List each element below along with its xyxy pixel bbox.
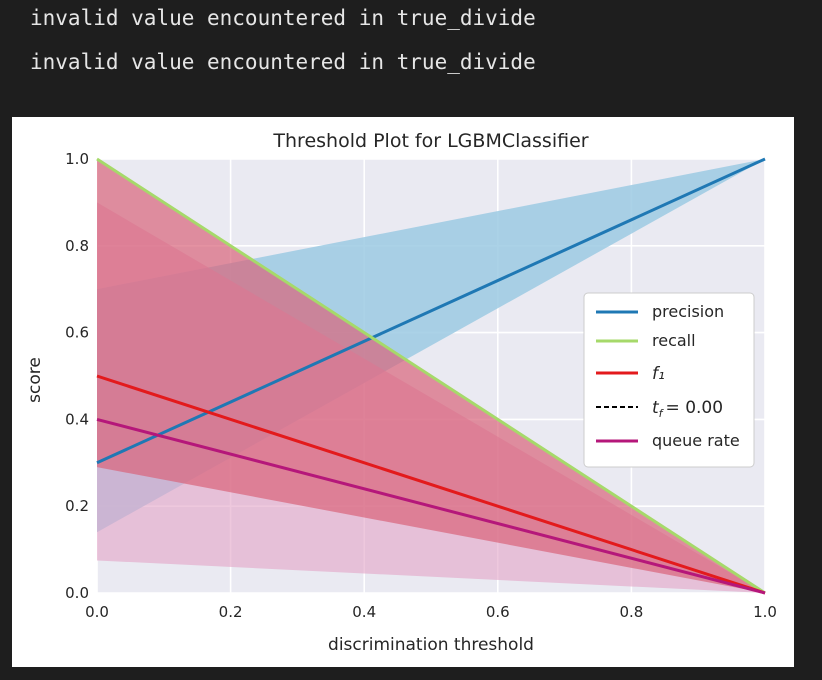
x-tick-label: 0.4 <box>352 603 376 621</box>
legend-label-precision: precision <box>652 302 724 321</box>
legend-label-f1: f₁ <box>652 364 665 384</box>
y-axis-label: score <box>25 357 45 403</box>
series-lines <box>96 157 766 595</box>
queue-rate-line <box>96 417 766 595</box>
x-tick-label: 0.2 <box>219 603 243 621</box>
threshold-subscript: f <box>659 407 665 420</box>
legend-label-queue-rate: queue rate <box>652 431 740 450</box>
y-tick-label: 0.8 <box>65 237 89 255</box>
legend: precision recall f₁ tf = 0.00 queue rate <box>583 292 755 468</box>
y-tick-label: 0.6 <box>65 324 89 342</box>
x-axis-label: discrimination threshold <box>328 635 534 655</box>
console-output: invalid value encountered in true_divide… <box>0 0 822 110</box>
warning-line: invalid value encountered in true_divide <box>30 50 536 74</box>
y-tick-label: 0.0 <box>65 584 89 602</box>
threshold-value: = 0.00 <box>666 398 724 418</box>
chart-title: Threshold Plot for LGBMClassifier <box>272 130 588 152</box>
x-tick-label: 0.6 <box>486 603 510 621</box>
x-axis-ticks: 0.0 0.2 0.4 0.6 0.8 1.0 <box>85 603 777 621</box>
y-tick-label: 0.2 <box>65 497 89 515</box>
legend-label-recall: recall <box>652 331 696 350</box>
threshold-plot: 0.0 0.2 0.4 0.6 0.8 1.0 0.0 0.2 0.4 0.6 0.8 1.0 Th… <box>25 130 777 655</box>
legend-label-threshold: tf = 0.00 <box>652 398 723 420</box>
x-tick-label: 0.0 <box>85 603 109 621</box>
y-tick-label: 0.4 <box>65 410 89 428</box>
threshold-plot-figure: 0.0 0.2 0.4 0.6 0.8 1.0 0.0 0.2 0.4 0.6 0.8 1.0 Th… <box>12 117 794 667</box>
threshold-symbol: t <box>652 398 660 418</box>
recall-line <box>96 157 766 595</box>
x-tick-label: 0.8 <box>619 603 643 621</box>
y-axis-ticks: 0.0 0.2 0.4 0.6 0.8 1.0 <box>65 150 89 602</box>
warning-line: invalid value encountered in true_divide <box>30 6 536 30</box>
x-tick-label: 1.0 <box>753 603 777 621</box>
f1-line <box>96 374 766 595</box>
y-tick-label: 1.0 <box>65 150 89 168</box>
